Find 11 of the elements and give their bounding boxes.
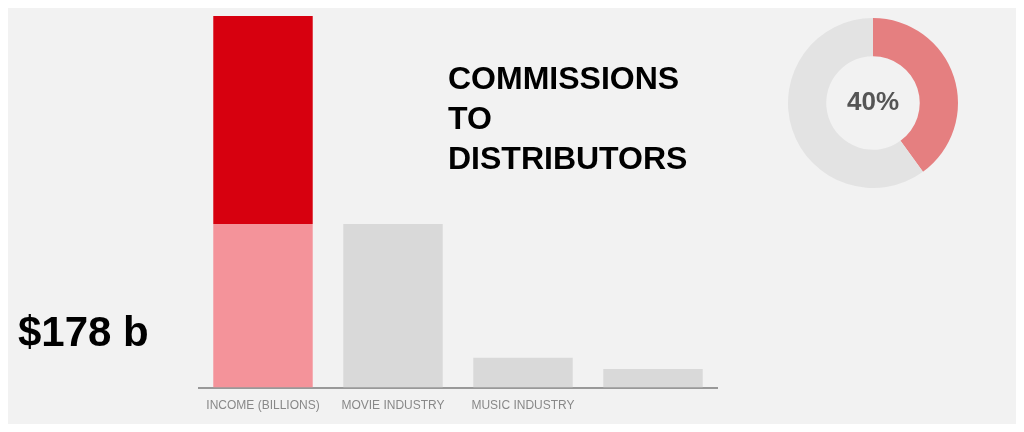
bar [213,224,313,388]
bar [473,357,573,388]
x-tick-label: MOVIE INDUSTRY [341,398,445,413]
bar [213,16,313,225]
x-tick-label: MUSIC INDUSTRY [471,398,575,413]
bar [603,369,703,388]
x-tick-label: INCOME (BILLIONS) [206,398,320,413]
bar [343,224,443,388]
text: $178 b [18,308,149,356]
data-label: 40% [846,86,900,117]
text: COMMISSIONS TO DISTRIBUTORS [448,59,689,178]
